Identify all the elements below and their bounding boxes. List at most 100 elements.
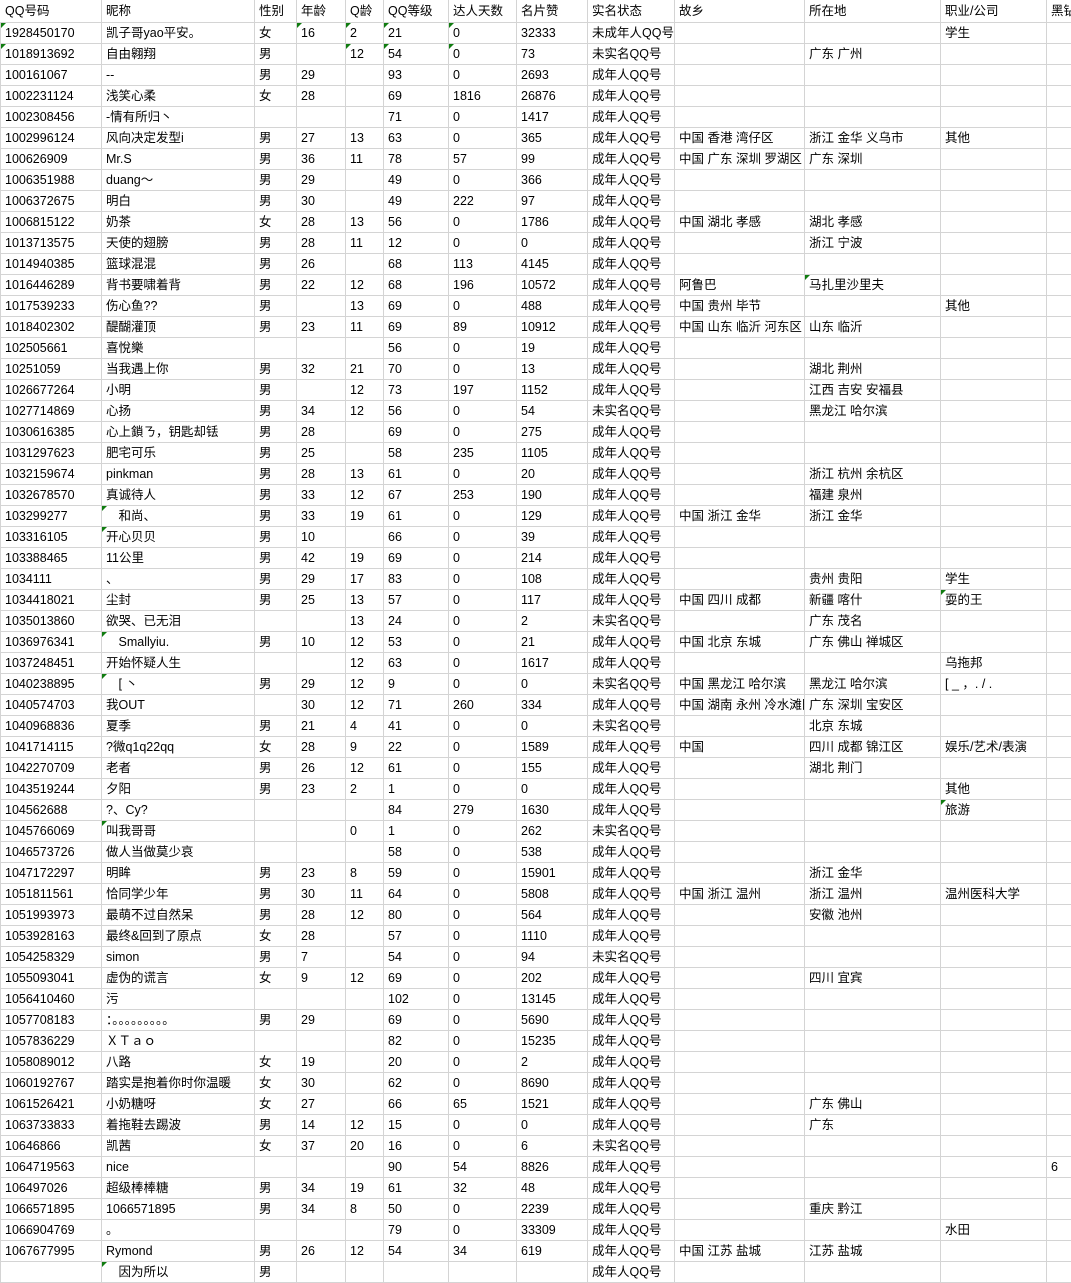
cell-job[interactable] [941, 86, 1047, 107]
cell-job[interactable] [941, 149, 1047, 170]
cell-job[interactable] [941, 1178, 1047, 1199]
cell-qq[interactable]: 103316105 [1, 527, 102, 548]
cell-level[interactable]: 15 [384, 1115, 449, 1136]
cell-loc[interactable] [805, 548, 941, 569]
cell-age[interactable]: 25 [297, 590, 346, 611]
cell-qage[interactable]: 2 [346, 23, 384, 44]
cell-real[interactable]: 未实名QQ号 [588, 947, 675, 968]
cell-gender[interactable]: 男 [255, 1262, 297, 1283]
cell-qage[interactable] [346, 527, 384, 548]
cell-home[interactable] [675, 359, 805, 380]
cell-likes[interactable]: 0 [517, 1115, 588, 1136]
cell-gender[interactable]: 女 [255, 1073, 297, 1094]
cell-days[interactable]: 0 [449, 1136, 517, 1157]
cell-real[interactable]: 成年人QQ号 [588, 275, 675, 296]
cell-days[interactable]: 0 [449, 359, 517, 380]
cell-days[interactable]: 34 [449, 1241, 517, 1262]
cell-gender[interactable]: 男 [255, 758, 297, 779]
cell-days[interactable]: 0 [449, 968, 517, 989]
cell-job[interactable] [941, 695, 1047, 716]
cell-qage[interactable]: 19 [346, 1178, 384, 1199]
cell-likes[interactable]: 108 [517, 569, 588, 590]
cell-level[interactable]: 78 [384, 149, 449, 170]
cell-gender[interactable]: 男 [255, 716, 297, 737]
cell-real[interactable]: 未成年人QQ号 [588, 23, 675, 44]
column-header-qage[interactable]: Q龄 [346, 1, 384, 23]
cell-days[interactable] [449, 1262, 517, 1283]
cell-gender[interactable]: 男 [255, 1115, 297, 1136]
cell-gender[interactable] [255, 989, 297, 1010]
cell-home[interactable]: 中国 香港 湾仔区 [675, 128, 805, 149]
cell-gender[interactable]: 男 [255, 191, 297, 212]
cell-likes[interactable]: 10912 [517, 317, 588, 338]
cell-nick[interactable]: 1066571895 [102, 1199, 255, 1220]
cell-likes[interactable]: 1110 [517, 926, 588, 947]
cell-black[interactable] [1047, 86, 1071, 107]
cell-likes[interactable]: 4145 [517, 254, 588, 275]
cell-days[interactable]: 260 [449, 695, 517, 716]
cell-level[interactable]: 24 [384, 611, 449, 632]
cell-qage[interactable]: 12 [346, 1241, 384, 1262]
cell-real[interactable]: 成年人QQ号 [588, 569, 675, 590]
cell-qq[interactable]: 1018913692 [1, 44, 102, 65]
cell-home[interactable] [675, 1199, 805, 1220]
cell-real[interactable]: 成年人QQ号 [588, 443, 675, 464]
cell-age[interactable]: 29 [297, 65, 346, 86]
cell-gender[interactable]: 男 [255, 548, 297, 569]
cell-level[interactable]: 61 [384, 464, 449, 485]
cell-job[interactable] [941, 758, 1047, 779]
cell-home[interactable] [675, 170, 805, 191]
cell-real[interactable]: 成年人QQ号 [588, 1073, 675, 1094]
cell-gender[interactable]: 女 [255, 1094, 297, 1115]
cell-black[interactable]: 6 [1047, 1157, 1071, 1178]
cell-likes[interactable]: 214 [517, 548, 588, 569]
cell-job[interactable] [941, 254, 1047, 275]
cell-black[interactable] [1047, 1094, 1071, 1115]
cell-loc[interactable] [805, 653, 941, 674]
cell-likes[interactable]: 262 [517, 821, 588, 842]
cell-job[interactable] [941, 170, 1047, 191]
cell-qage[interactable]: 12 [346, 1115, 384, 1136]
cell-qq[interactable]: 1002231124 [1, 86, 102, 107]
cell-real[interactable]: 成年人QQ号 [588, 779, 675, 800]
cell-days[interactable]: 0 [449, 23, 517, 44]
cell-likes[interactable]: 6 [517, 1136, 588, 1157]
cell-likes[interactable]: 365 [517, 128, 588, 149]
cell-age[interactable]: 34 [297, 401, 346, 422]
cell-home[interactable] [675, 926, 805, 947]
cell-days[interactable]: 0 [449, 737, 517, 758]
cell-loc[interactable] [805, 254, 941, 275]
cell-qq[interactable]: 1057836229 [1, 1031, 102, 1052]
cell-qage[interactable]: 11 [346, 317, 384, 338]
cell-qq[interactable]: 1006815122 [1, 212, 102, 233]
cell-real[interactable]: 成年人QQ号 [588, 338, 675, 359]
cell-loc[interactable] [805, 1073, 941, 1094]
cell-real[interactable]: 成年人QQ号 [588, 653, 675, 674]
cell-gender[interactable]: 男 [255, 464, 297, 485]
cell-home[interactable]: 中国 [675, 737, 805, 758]
cell-home[interactable] [675, 233, 805, 254]
cell-qq[interactable]: 1046573726 [1, 842, 102, 863]
cell-gender[interactable]: 男 [255, 1010, 297, 1031]
cell-loc[interactable]: 广东 佛山 禅城区 [805, 632, 941, 653]
cell-gender[interactable]: 男 [255, 380, 297, 401]
cell-qq[interactable]: 1057708183 [1, 1010, 102, 1031]
cell-likes[interactable]: 2 [517, 611, 588, 632]
cell-real[interactable]: 成年人QQ号 [588, 86, 675, 107]
column-header-home[interactable]: 故乡 [675, 1, 805, 23]
cell-qage[interactable]: 8 [346, 1199, 384, 1220]
cell-likes[interactable]: 1521 [517, 1094, 588, 1115]
cell-level[interactable]: 69 [384, 296, 449, 317]
cell-real[interactable]: 成年人QQ号 [588, 422, 675, 443]
cell-likes[interactable]: 334 [517, 695, 588, 716]
table-row[interactable]: 1058089012八路女192002成年人QQ号0 [1, 1052, 1071, 1073]
cell-real[interactable]: 成年人QQ号 [588, 464, 675, 485]
cell-days[interactable]: 0 [449, 527, 517, 548]
cell-level[interactable]: 71 [384, 695, 449, 716]
